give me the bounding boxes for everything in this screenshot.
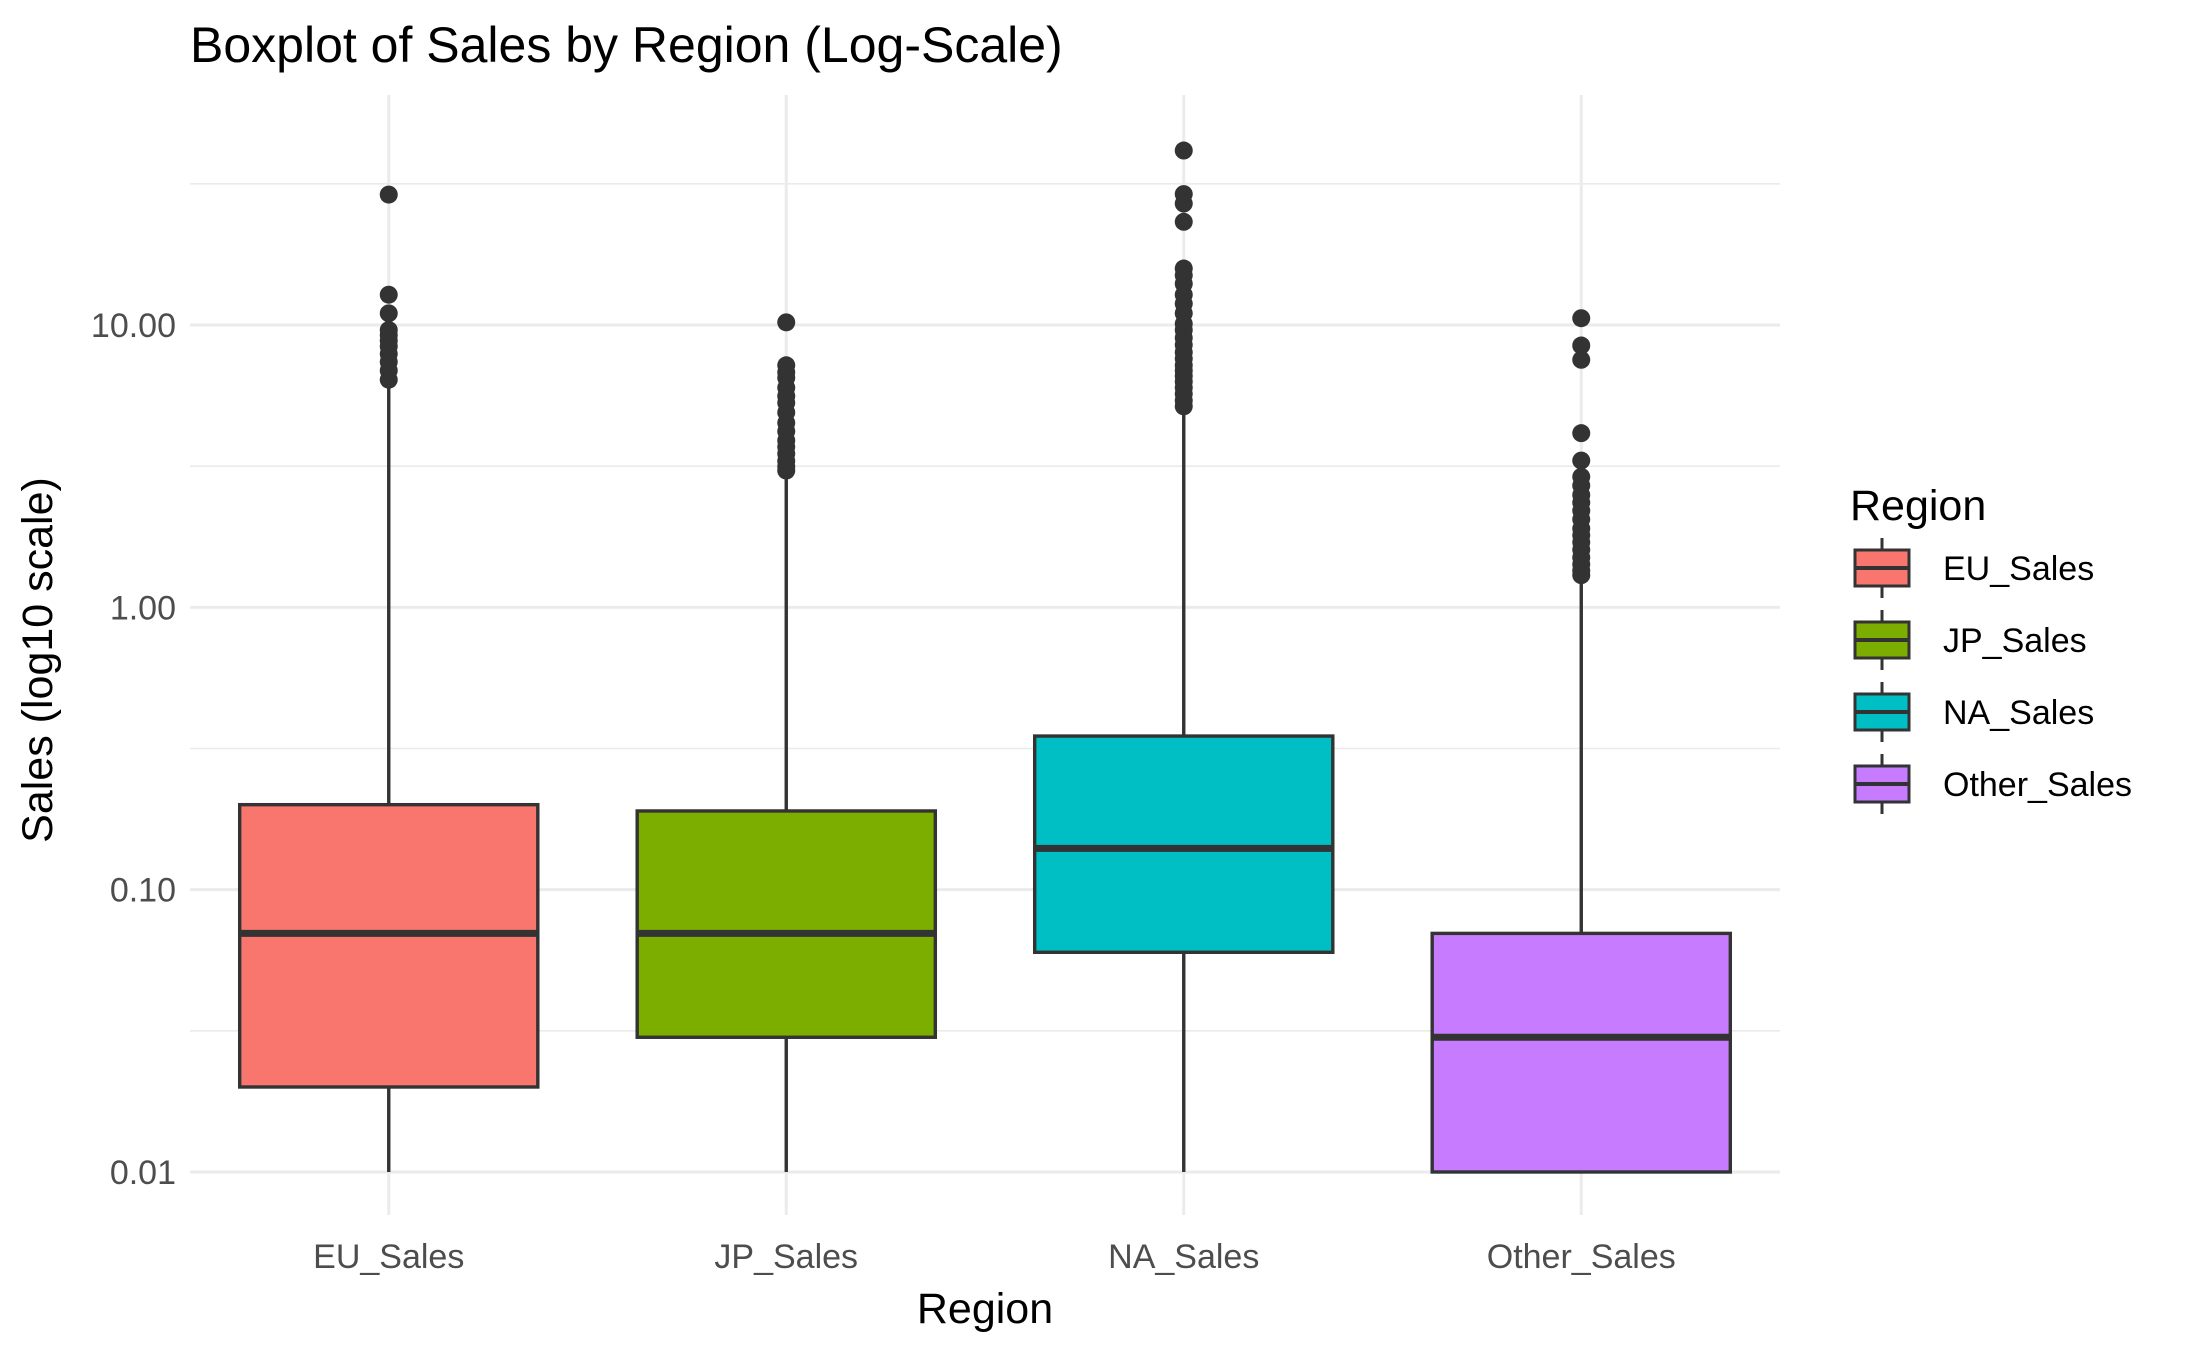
outlier-point — [1572, 336, 1591, 355]
box-NA_Sales — [1032, 141, 1335, 1172]
legend-label: Other_Sales — [1943, 766, 2132, 804]
y-tick-label: 0.01 — [110, 1154, 176, 1192]
legend-item-EU_Sales: EU_Sales — [1853, 538, 2094, 598]
y-axis-ticks: 0.01 0.10 1.00 10.00 — [91, 307, 176, 1192]
outlier-point — [1174, 397, 1193, 416]
x-tick-label: EU_Sales — [313, 1238, 464, 1276]
y-tick-label: 0.10 — [110, 872, 176, 910]
chart-title: Boxplot of Sales by Region (Log-Scale) — [190, 17, 1063, 73]
outlier-point — [379, 370, 398, 389]
legend-title: Region — [1850, 482, 1986, 530]
outlier-point — [1572, 424, 1591, 443]
outlier-point — [1174, 141, 1193, 160]
iqr-box — [1032, 734, 1335, 954]
iqr-box — [237, 802, 540, 1089]
outlier-point — [1572, 309, 1591, 328]
boxes — [237, 141, 1733, 1174]
outlier-point — [1174, 194, 1193, 213]
y-tick-label: 1.00 — [110, 589, 176, 627]
outlier-point — [379, 185, 398, 204]
outlier-point — [777, 461, 796, 480]
legend-item-JP_Sales: JP_Sales — [1853, 610, 2087, 670]
legend-item-NA_Sales: NA_Sales — [1853, 682, 2094, 742]
x-axis-title: Region — [917, 1285, 1053, 1333]
box-Other_Sales — [1430, 309, 1733, 1174]
legend-label: EU_Sales — [1943, 550, 2094, 588]
iqr-box — [635, 809, 938, 1039]
legend-label: JP_Sales — [1943, 622, 2087, 660]
outlier-point — [777, 313, 796, 332]
outlier-point — [379, 304, 398, 323]
outlier-point — [1572, 350, 1591, 369]
y-tick-label: 10.00 — [91, 307, 176, 345]
x-axis-ticks: EU_Sales JP_Sales NA_Sales Other_Sales — [313, 1238, 1676, 1276]
box-JP_Sales — [635, 313, 938, 1172]
x-tick-label: Other_Sales — [1487, 1238, 1676, 1276]
iqr-box — [1430, 931, 1733, 1174]
outlier-point — [1572, 566, 1591, 585]
legend-label: NA_Sales — [1943, 694, 2094, 732]
x-tick-label: NA_Sales — [1108, 1238, 1259, 1276]
x-tick-label: JP_Sales — [714, 1238, 858, 1276]
y-axis-title: Sales (log10 scale) — [14, 477, 62, 843]
outlier-point — [379, 285, 398, 304]
legend-item-Other_Sales: Other_Sales — [1853, 754, 2132, 814]
box-EU_Sales — [237, 185, 540, 1172]
legend: Region EU_Sales JP_Sales NA_Sales Other_Sal… — [1850, 482, 2132, 814]
outlier-point — [1174, 212, 1193, 231]
outlier-point — [1572, 451, 1591, 470]
